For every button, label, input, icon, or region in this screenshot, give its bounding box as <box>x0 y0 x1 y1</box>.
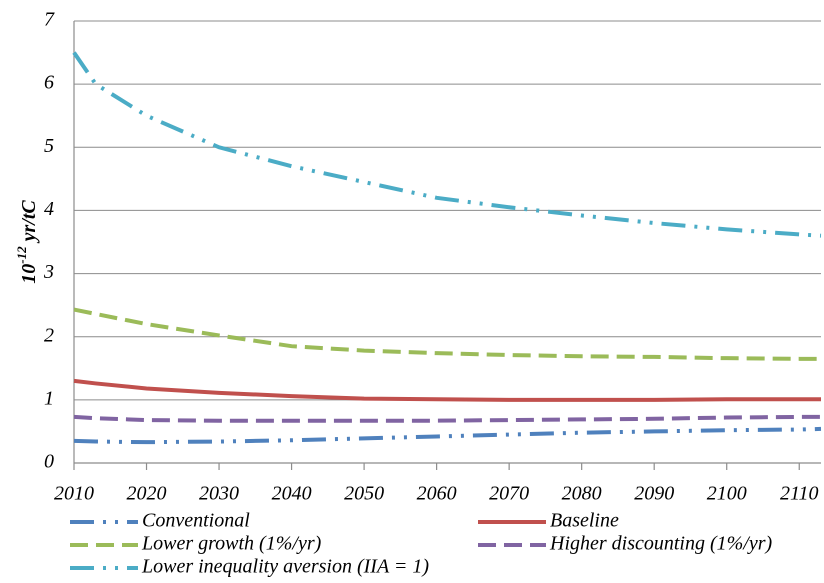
x-tick-label: 2110 <box>780 483 819 505</box>
y-axis-label: 10-12 yr/tC <box>14 200 40 284</box>
x-tick-label: 2030 <box>199 483 239 505</box>
y-tick-label: 4 <box>44 198 54 220</box>
x-tick-label: 2090 <box>634 483 674 505</box>
series-line <box>73 414 821 423</box>
series-line <box>73 378 821 402</box>
x-tick-label: 2010 <box>54 483 94 505</box>
x-tick-label: 2040 <box>272 483 312 505</box>
y-label-unit: yr/tC <box>18 200 40 244</box>
x-tick-label: 2050 <box>344 483 384 505</box>
legend-label: Higher discounting (1%/yr) <box>549 533 773 555</box>
y-tick-label: 5 <box>44 135 54 157</box>
legend-label: Conventional <box>142 510 250 532</box>
series-line <box>73 426 822 445</box>
legend-label: Lower inequality aversion (IIA = 1) <box>141 556 429 578</box>
legend-label: Lower growth (1%/yr) <box>141 533 322 555</box>
y-tick-label: 0 <box>44 451 54 473</box>
y-label-exponent: -12 <box>14 246 29 264</box>
y-tick-label: 6 <box>44 72 54 94</box>
series-line <box>73 307 821 361</box>
y-tick-label: 3 <box>43 261 54 283</box>
x-tick-label: 2080 <box>562 483 602 505</box>
x-tick-label: 2020 <box>127 483 167 505</box>
y-tick-label: 7 <box>44 9 55 31</box>
legend-label: Baseline <box>550 510 619 532</box>
y-tick-label: 1 <box>44 387 54 409</box>
x-tick-label: 2100 <box>707 483 747 505</box>
x-tick-label: 2060 <box>417 483 457 505</box>
y-label-base: 10 <box>18 264 40 284</box>
y-tick-label: 2 <box>44 324 54 346</box>
x-tick-label: 2070 <box>489 483 529 505</box>
series-line <box>72 51 822 238</box>
